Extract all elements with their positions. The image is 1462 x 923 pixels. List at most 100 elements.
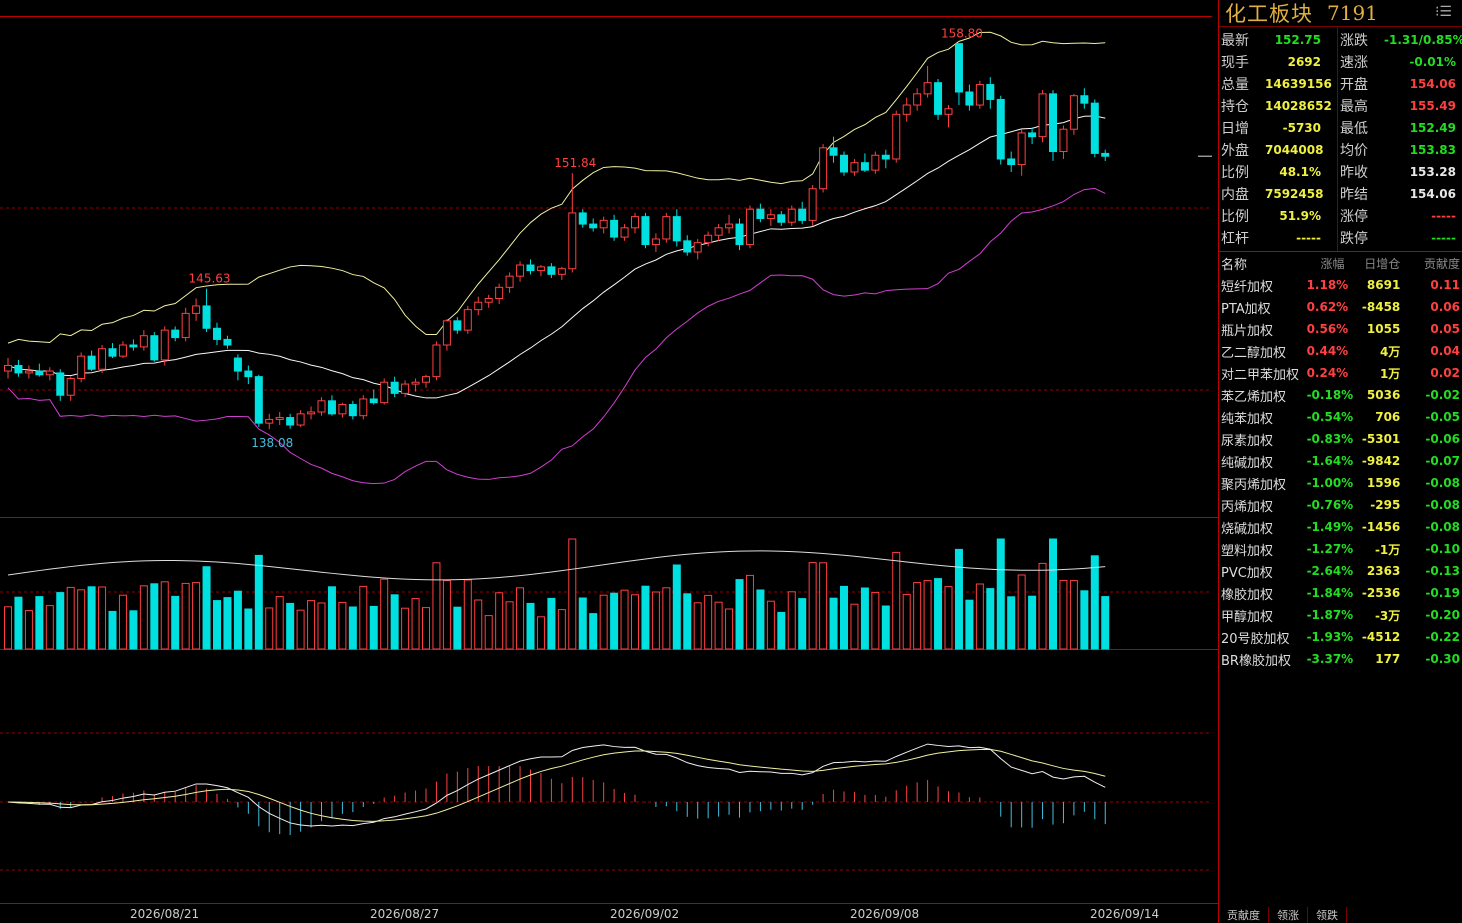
candle-body: [463, 309, 472, 331]
chart-area[interactable]: 145.63 138.08 151.84 158.80 2026/08/21 2026…: [0, 0, 1218, 923]
quote-value: -5730: [1282, 121, 1321, 135]
item-change: -1.93%: [1306, 630, 1354, 644]
volume-bar: [474, 599, 483, 650]
volume-bar: [66, 586, 75, 650]
list-item[interactable]: 聚丙烯加权 -1.00% 1596 -0.08: [1219, 472, 1462, 494]
volume-bar: [317, 602, 326, 650]
candle-body: [390, 381, 399, 394]
item-oi: -8458: [1361, 300, 1401, 314]
tab-leaders-up[interactable]: 领涨: [1269, 907, 1308, 923]
header-change[interactable]: 涨幅: [1320, 256, 1345, 271]
list-item[interactable]: 烧碱加权 -1.49% -1456 -0.08: [1219, 516, 1462, 538]
quote-grid: 最新 152.75 现手 2692 总量 14639156 持仓 14028652 日增 -573…: [1219, 27, 1462, 252]
candle-body: [944, 108, 953, 115]
quote-label: 昨收: [1340, 165, 1368, 181]
volume-bar: [244, 608, 253, 650]
tab-leaders-down[interactable]: 领跌: [1308, 907, 1347, 923]
candle-body: [327, 400, 336, 415]
dif-line: [7, 743, 1106, 827]
list-item[interactable]: 苯乙烯加权 -0.18% 5036 -0.02: [1219, 384, 1462, 406]
volume-bar: [536, 616, 545, 650]
list-item[interactable]: PVC加权 -2.64% 2363 -0.13: [1219, 560, 1462, 582]
candle-body: [986, 84, 995, 100]
item-name: 甲醇加权: [1221, 609, 1274, 625]
header-contribution[interactable]: 贡献度: [1423, 256, 1460, 271]
volume-bar: [348, 606, 357, 650]
candle-body: [87, 355, 96, 370]
item-name: 丙烯加权: [1221, 499, 1274, 515]
candle-body: [108, 348, 117, 357]
volume-bar: [108, 610, 117, 650]
volume-bar: [1101, 596, 1110, 650]
price-annotation: 145.63: [189, 272, 231, 286]
list-item[interactable]: 橡胶加权 -1.84% -2536 -0.19: [1219, 582, 1462, 604]
volume-bar: [1080, 590, 1089, 650]
quote-label: 杠杆: [1221, 231, 1249, 247]
volume-bar: [171, 595, 180, 650]
quote-label: 最高: [1340, 99, 1368, 115]
item-change: -1.64%: [1306, 454, 1354, 468]
volume-bar: [745, 574, 754, 650]
candle-body: [1017, 132, 1026, 166]
item-contribution: -0.30: [1425, 652, 1460, 666]
quote-row: 最新 152.75: [1221, 29, 1333, 51]
volume-bar: [975, 583, 984, 650]
list-item[interactable]: BR橡胶加权 -3.37% 177 -0.30: [1219, 648, 1462, 670]
list-item[interactable]: 短纤加权 1.18% 8691 0.11: [1219, 274, 1462, 296]
divider: [1337, 27, 1338, 251]
volume-bar: [77, 589, 86, 650]
item-oi: 5036: [1366, 388, 1401, 402]
list-item[interactable]: 乙二醇加权 0.44% 4万 0.04: [1219, 340, 1462, 362]
candle-body: [118, 344, 127, 357]
candle-body: [160, 329, 169, 361]
list-item[interactable]: 20号胶加权 -1.93% -4512 -0.22: [1219, 626, 1462, 648]
candle-body: [996, 98, 1005, 160]
item-name: 对二甲苯加权: [1221, 367, 1300, 383]
list-item[interactable]: 尿素加权 -0.83% -5301 -0.06: [1219, 428, 1462, 450]
quote-value: 14028652: [1265, 99, 1332, 113]
item-contribution: -0.06: [1425, 432, 1460, 446]
quote-label: 跌停: [1340, 231, 1368, 247]
quote-label: 速涨: [1340, 55, 1368, 71]
volume-bar: [254, 554, 263, 650]
item-change: 0.56%: [1306, 322, 1349, 336]
volume-bar: [547, 597, 556, 650]
volume-bar: [380, 578, 389, 650]
candle-body: [223, 338, 232, 346]
list-item[interactable]: 甲醇加权 -1.87% -3万 -0.20: [1219, 604, 1462, 626]
item-name: PVC加权: [1221, 565, 1273, 581]
volume-bar: [505, 601, 514, 650]
quote-label: 比例: [1221, 209, 1249, 225]
header-oi[interactable]: 日增仓: [1364, 256, 1401, 271]
quote-row: 昨收 153.28: [1340, 161, 1460, 183]
list-item[interactable]: 塑料加权 -1.27% -1万 -0.10: [1219, 538, 1462, 560]
candle-body: [307, 411, 316, 415]
quote-row: 比例 48.1%: [1221, 161, 1333, 183]
candle-body: [756, 208, 765, 220]
list-item[interactable]: 对二甲苯加权 0.24% 1万 0.02: [1219, 362, 1462, 384]
list-item[interactable]: 丙烯加权 -0.76% -295 -0.08: [1219, 494, 1462, 516]
list-item[interactable]: 纯碱加权 -1.64% -9842 -0.07: [1219, 450, 1462, 472]
quote-value: 152.75: [1274, 33, 1321, 47]
menu-icon[interactable]: ⁝☰: [1434, 4, 1452, 20]
list-item[interactable]: PTA加权 0.62% -8458 0.06: [1219, 296, 1462, 318]
candle-body: [704, 234, 713, 244]
tab-contribution[interactable]: 贡献度: [1219, 907, 1269, 923]
item-oi: -1万: [1374, 542, 1401, 557]
volume-bar: [327, 586, 336, 650]
volume-bar: [662, 587, 671, 650]
candle-body: [934, 82, 943, 115]
candle-body: [171, 329, 180, 339]
candle-body: [442, 320, 451, 346]
header-name[interactable]: 名称: [1221, 257, 1248, 273]
item-oi: -1456: [1361, 520, 1401, 534]
kline-chart-svg[interactable]: 145.63 138.08 151.84 158.80: [0, 0, 1218, 923]
volume-bar: [620, 589, 629, 650]
candle-body: [672, 216, 681, 242]
candle-body: [902, 104, 911, 115]
list-item[interactable]: 纯苯加权 -0.54% 706 -0.05: [1219, 406, 1462, 428]
candle-body: [547, 266, 556, 275]
list-item[interactable]: 瓶片加权 0.56% 1055 0.05: [1219, 318, 1462, 340]
candle-body: [1069, 95, 1078, 130]
candle-body: [202, 305, 211, 329]
